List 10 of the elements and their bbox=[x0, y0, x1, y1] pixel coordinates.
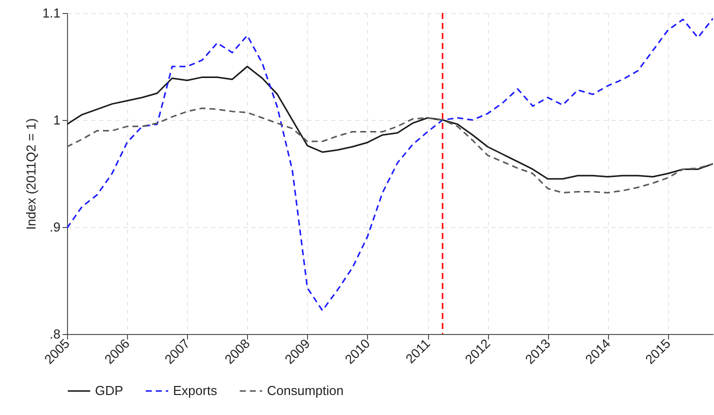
y-tick-label: 1 bbox=[53, 112, 60, 128]
line-series bbox=[67, 18, 713, 312]
y-tick-label: .8 bbox=[50, 326, 60, 342]
legend-label: Exports bbox=[173, 383, 218, 398]
y-axis-title: Index (2011Q2 = 1) bbox=[23, 118, 38, 230]
line-series bbox=[67, 66, 713, 180]
y-tick-label: 1.1 bbox=[42, 6, 60, 20]
legend-label: GDP bbox=[95, 383, 124, 398]
legend-label: Consumption bbox=[267, 383, 344, 398]
y-tick-label: .9 bbox=[50, 220, 60, 234]
